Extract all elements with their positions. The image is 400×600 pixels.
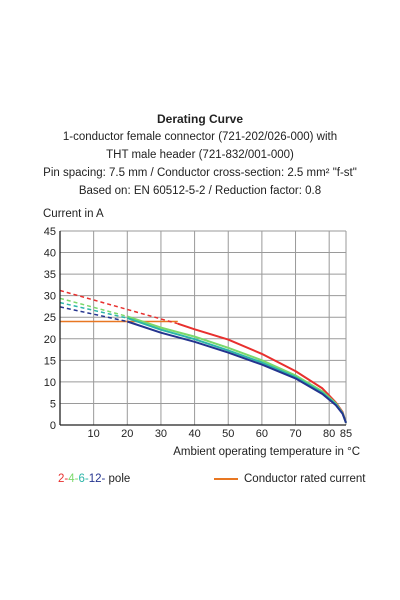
series-6-pole-dashed [59, 301, 128, 319]
rated-current-label: Conductor rated current [244, 473, 366, 485]
x-tick-label: 85 [340, 428, 352, 440]
subtitle-line-1: 1-conductor female connector (721-202/02… [62, 131, 338, 143]
legend-6-pole: 6- [78, 473, 89, 485]
rated-current-swatch [214, 478, 238, 480]
legend-12-pole: 12- [88, 473, 106, 485]
y-axis-label: Current in A [43, 208, 104, 220]
series-lines [59, 289, 347, 424]
x-tick-label: 30 [155, 428, 167, 440]
x-axis-label: Ambient operating temperature in °C [173, 446, 360, 458]
tick-labels: 10 20 30 40 50 60 70 80 85 0 5 10 15 20 25 30 35 40 45 [44, 226, 352, 440]
title-block: Derating Curve 1-conductor female connec… [0, 110, 400, 200]
y-tick-label: 5 [50, 398, 56, 410]
series-6-pole-line [126, 317, 347, 424]
y-tick-label: 45 [44, 226, 56, 238]
subtitle-line-3: Pin spacing: 7.5 mm / Conductor cross-se… [43, 167, 357, 179]
series-12-pole-dashed [59, 306, 128, 323]
legend-2-pole: 2- [58, 473, 69, 485]
y-tick-label: 40 [44, 248, 56, 260]
legend-pole-suffix: pole [108, 473, 131, 485]
chart-title: Derating Curve [156, 112, 244, 126]
y-tick-label: 35 [44, 269, 56, 281]
legend-4-pole: 4- [68, 473, 79, 485]
x-tick-label: 80 [323, 428, 335, 440]
y-tick-label: 10 [44, 377, 56, 389]
subtitle-line-2: THT male header (721-832/001-000) [106, 149, 294, 161]
x-tick-label: 10 [88, 428, 100, 440]
rated-current-legend: Conductor rated current [214, 473, 365, 485]
series-4-pole-dashed [59, 297, 128, 318]
series-12-pole-line [126, 320, 347, 424]
x-tick-label: 60 [256, 428, 268, 440]
x-tick-label: 40 [188, 428, 200, 440]
x-tick-label: 70 [289, 428, 301, 440]
x-tick-label: 50 [222, 428, 234, 440]
x-tick-label: 20 [121, 428, 133, 440]
y-tick-label: 20 [44, 334, 56, 346]
subtitle-line-4: Based on: EN 60512-5-2 / Reduction facto… [78, 185, 322, 197]
pole-legend: 2-4-6-12- pole [58, 473, 130, 485]
y-tick-label: 15 [44, 355, 56, 367]
axes [59, 231, 346, 426]
y-tick-label: 25 [44, 312, 56, 324]
series-2-pole-dashed [59, 289, 179, 325]
y-tick-label: 0 [50, 420, 56, 432]
grid [60, 230, 347, 425]
y-tick-label: 30 [44, 291, 56, 303]
